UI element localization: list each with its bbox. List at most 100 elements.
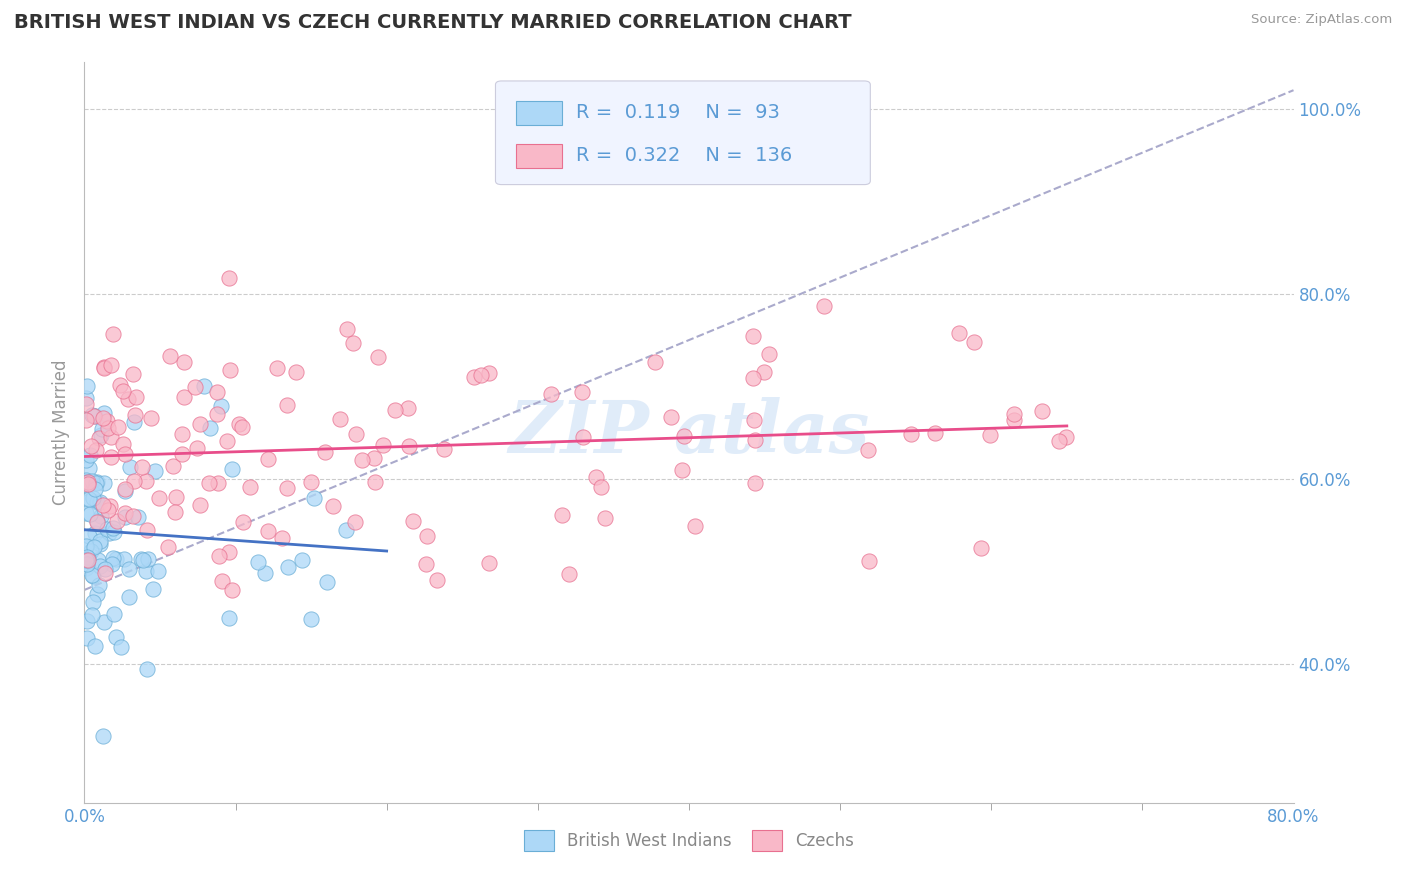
Point (97, 503, 120, 517)
Point (89, 494, 111, 508)
Point (193, 379, 215, 393)
Point (91, 422, 114, 436)
Point (93, 475, 115, 490)
Point (221, 582, 243, 597)
Point (93, 498, 115, 512)
Point (1002, 407, 1025, 421)
Point (299, 612, 322, 626)
Point (157, 540, 180, 554)
Point (344, 515, 367, 529)
Point (83, 409, 105, 423)
Point (93, 406, 115, 420)
Point (93, 411, 115, 425)
Point (75, 473, 97, 487)
Point (228, 417, 250, 432)
Point (186, 441, 208, 455)
Point (80, 439, 103, 453)
Point (118, 591, 141, 605)
Point (299, 475, 322, 490)
Point (103, 607, 125, 621)
Point (87, 553, 110, 567)
Point (93, 615, 115, 629)
Point (97, 421, 120, 435)
Point (80, 607, 103, 622)
Point (183, 380, 205, 394)
Point (198, 420, 221, 434)
Point (114, 482, 136, 496)
Point (75, 452, 97, 467)
Point (970, 541, 993, 555)
Point (90, 428, 112, 442)
Point (1031, 403, 1053, 417)
Point (979, 428, 1001, 442)
Point (77, 491, 100, 506)
Point (89, 558, 111, 573)
Point (285, 365, 308, 379)
Point (344, 427, 367, 442)
Point (89, 534, 111, 549)
Point (118, 562, 141, 576)
Point (163, 505, 186, 519)
Point (540, 387, 562, 401)
Point (118, 460, 141, 475)
Point (79, 448, 101, 462)
FancyBboxPatch shape (516, 144, 562, 168)
Point (112, 552, 135, 566)
Text: R =  0.119    N =  93: R = 0.119 N = 93 (576, 103, 780, 122)
Point (114, 447, 136, 461)
Point (135, 474, 157, 488)
Point (398, 439, 420, 453)
Point (1047, 434, 1070, 448)
Point (205, 385, 228, 400)
Point (75, 413, 97, 427)
Point (277, 560, 299, 574)
Point (122, 415, 145, 429)
Point (121, 367, 143, 381)
Point (239, 480, 262, 494)
Point (813, 299, 835, 313)
Point (101, 326, 124, 341)
Point (84, 475, 107, 490)
Point (335, 523, 357, 537)
Point (266, 361, 288, 376)
Point (75, 560, 97, 574)
Point (571, 430, 593, 444)
Point (112, 437, 135, 451)
Point (76, 379, 98, 393)
Point (124, 408, 146, 422)
Point (98, 526, 121, 541)
Point (257, 451, 280, 466)
Point (82, 491, 104, 505)
Point (221, 462, 243, 476)
Point (159, 349, 181, 363)
Point (93, 359, 115, 374)
Point (290, 553, 312, 567)
Point (478, 366, 501, 380)
Point (188, 417, 211, 432)
Point (188, 498, 211, 512)
Point (207, 475, 229, 490)
Point (644, 354, 666, 368)
Point (173, 390, 195, 404)
Point (76, 614, 98, 628)
Point (76, 549, 98, 564)
Point (83, 409, 105, 424)
Point (114, 510, 136, 524)
Point (470, 368, 492, 382)
Point (162, 458, 184, 473)
Point (83, 540, 105, 554)
Point (211, 574, 233, 589)
Point (671, 463, 693, 477)
Point (100, 358, 122, 372)
Point (136, 524, 159, 538)
Point (105, 630, 128, 644)
Point (558, 567, 581, 582)
Point (744, 433, 766, 447)
Point (110, 377, 132, 392)
Point (75, 540, 97, 554)
Point (86, 494, 108, 508)
Point (246, 555, 269, 569)
Point (112, 384, 135, 399)
Point (103, 525, 125, 540)
Point (463, 369, 485, 384)
